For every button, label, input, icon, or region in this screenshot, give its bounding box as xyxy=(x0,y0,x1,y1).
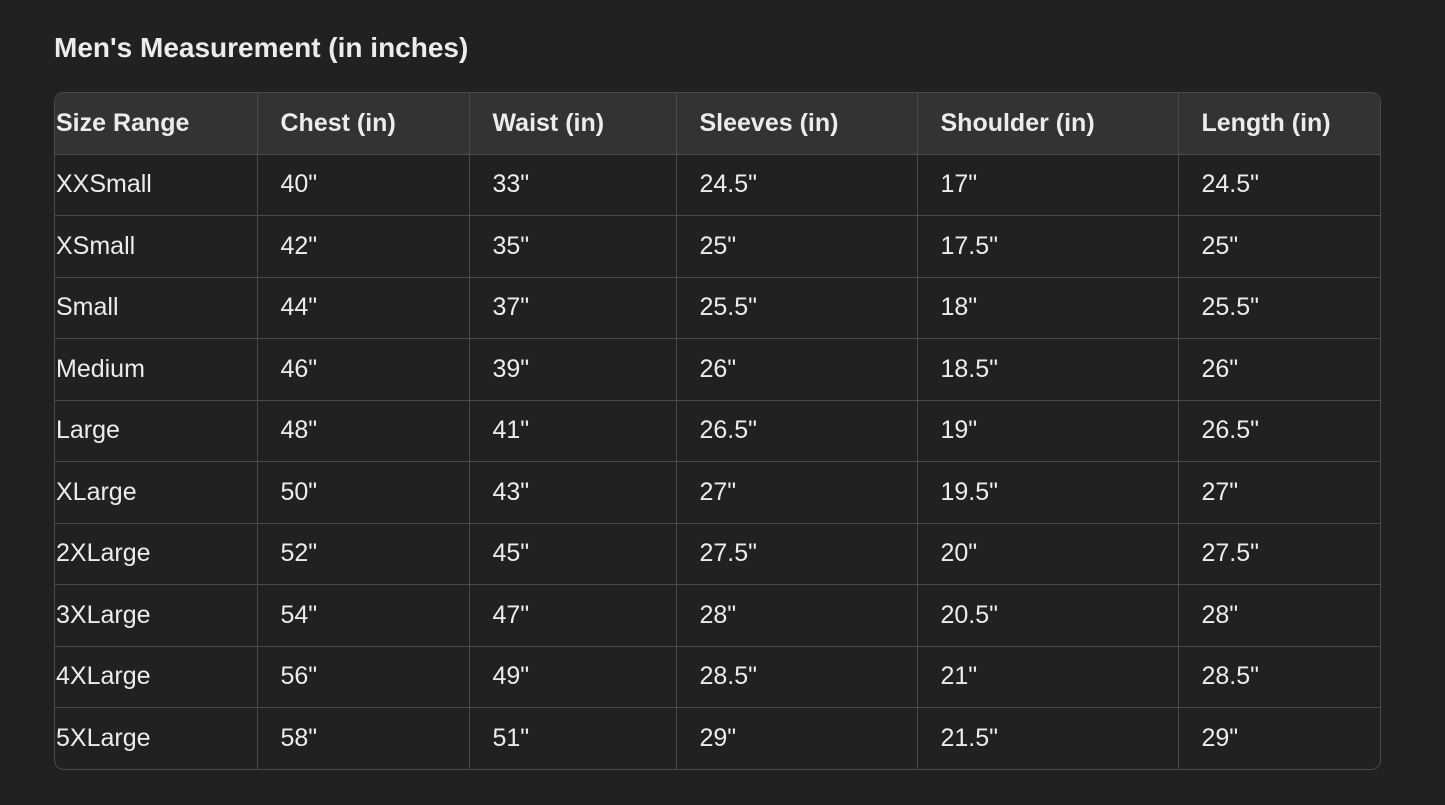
size-cell: Medium xyxy=(55,338,258,401)
measurement-cell: 29" xyxy=(676,707,918,769)
measurement-cell: 27" xyxy=(1178,461,1380,524)
measurement-cell: 45" xyxy=(469,523,677,585)
size-cell: XLarge xyxy=(55,461,258,524)
measurement-cell: 27" xyxy=(676,461,918,524)
column-header: Size Range xyxy=(55,93,258,155)
table-row: 3XLarge 54" 47" 28" 20.5" 28" xyxy=(55,584,1380,647)
column-header: Shoulder (in) xyxy=(917,93,1179,155)
measurement-cell: 51" xyxy=(469,707,677,769)
measurement-cell: 20" xyxy=(917,523,1179,585)
table-row: 2XLarge 52" 45" 27.5" 20" 27.5" xyxy=(55,523,1380,585)
measurement-cell: 26.5" xyxy=(676,400,918,462)
measurement-cell: 37" xyxy=(469,277,677,339)
header-row: Size Range Chest (in) Waist (in) Sleeves (i… xyxy=(55,93,1380,155)
measurement-cell: 28.5" xyxy=(1178,646,1380,708)
measurement-cell: 18.5" xyxy=(917,338,1179,401)
measurement-cell: 27.5" xyxy=(676,523,918,585)
measurement-cell: 21" xyxy=(917,646,1179,708)
measurement-cell: 28" xyxy=(1178,584,1380,647)
measurement-cell: 25.5" xyxy=(676,277,918,339)
table-row: XLarge 50" 43" 27" 19.5" 27" xyxy=(55,461,1380,524)
measurement-cell: 26" xyxy=(676,338,918,401)
size-cell: Small xyxy=(55,277,258,339)
measurement-cell: 20.5" xyxy=(917,584,1179,647)
measurement-table: Size Range Chest (in) Waist (in) Sleeves (i… xyxy=(55,93,1380,769)
measurement-cell: 24.5" xyxy=(676,154,918,216)
size-cell: 3XLarge xyxy=(55,584,258,647)
table-row: 5XLarge 58" 51" 29" 21.5" 29" xyxy=(55,707,1380,769)
measurement-cell: 42" xyxy=(257,215,470,278)
measurement-cell: 29" xyxy=(1201,723,1239,752)
table-title: Men's Measurement (in inches) xyxy=(54,32,469,63)
column-header: Chest (in) xyxy=(257,93,470,155)
measurement-cell: 56" xyxy=(257,646,470,708)
measurement-cell: 18" xyxy=(917,277,1179,339)
measurement-cell: 25" xyxy=(1178,215,1380,278)
size-cell: Large xyxy=(55,400,258,462)
measurement-cell: 54" xyxy=(257,584,470,647)
table-row: Small 44" 37" 25.5" 18" 25.5" xyxy=(55,277,1380,339)
measurement-cell: 50" xyxy=(257,461,470,524)
measurement-cell: 47" xyxy=(469,584,677,647)
measurement-cell: 17.5" xyxy=(917,215,1179,278)
measurement-cell: 49" xyxy=(469,646,677,708)
column-header: Sleeves (in) xyxy=(676,93,918,155)
size-cell: 5XLarge xyxy=(55,707,258,769)
measurement-cell: 35" xyxy=(469,215,677,278)
measurement-cell: 19" xyxy=(917,400,1179,462)
table-row: Medium 46" 39" 26" 18.5" 26" xyxy=(55,338,1380,401)
measurement-cell: 52" xyxy=(257,523,470,585)
size-cell: XSmall xyxy=(55,215,258,278)
size-cell: 4XLarge xyxy=(55,646,258,708)
measurement-cell: 26" xyxy=(1178,338,1380,401)
measurement-cell: 46" xyxy=(257,338,470,401)
measurement-cell: 24.5" xyxy=(1178,154,1380,216)
measurement-cell: 43" xyxy=(469,461,677,524)
measurement-cell: 39" xyxy=(469,338,677,401)
measurement-cell: 25" xyxy=(676,215,918,278)
measurement-cell: 25.5" xyxy=(1178,277,1380,339)
measurement-cell: 58" xyxy=(257,707,470,769)
column-header: Waist (in) xyxy=(469,93,677,155)
measurement-cell: 44" xyxy=(257,277,470,339)
measurement-cell: 27.5" xyxy=(1178,523,1380,585)
measurement-cell: 33" xyxy=(469,154,677,216)
table-row: XSmall 42" 35" 25" 17.5" 25" xyxy=(55,215,1380,278)
measurement-cell: 28.5" xyxy=(676,646,918,708)
measurement-cell: 48" xyxy=(257,400,470,462)
measurement-cell: 26.5" xyxy=(1178,400,1380,462)
size-cell: XXSmall xyxy=(55,154,258,216)
measurement-cell: 40" xyxy=(257,154,470,216)
table-row: 4XLarge 56" 49" 28.5" 21" 28.5" xyxy=(55,646,1380,708)
table-row: Large 48" 41" 26.5" 19" 26.5" xyxy=(55,400,1380,462)
measurement-cell: 41" xyxy=(469,400,677,462)
measurement-cell: 17" xyxy=(917,154,1179,216)
measurement-cell: 21.5" xyxy=(917,707,1179,769)
measurement-cell: 28" xyxy=(676,584,918,647)
measurement-cell: 19.5" xyxy=(917,461,1179,524)
column-header: Length (in) xyxy=(1178,93,1380,155)
size-cell: 2XLarge xyxy=(55,523,258,585)
measurement-table-container: Size Range Chest (in) Waist (in) Sleeves (i… xyxy=(54,92,1381,770)
table-row: XXSmall 40" 33" 24.5" 17" 24.5" xyxy=(55,154,1380,216)
